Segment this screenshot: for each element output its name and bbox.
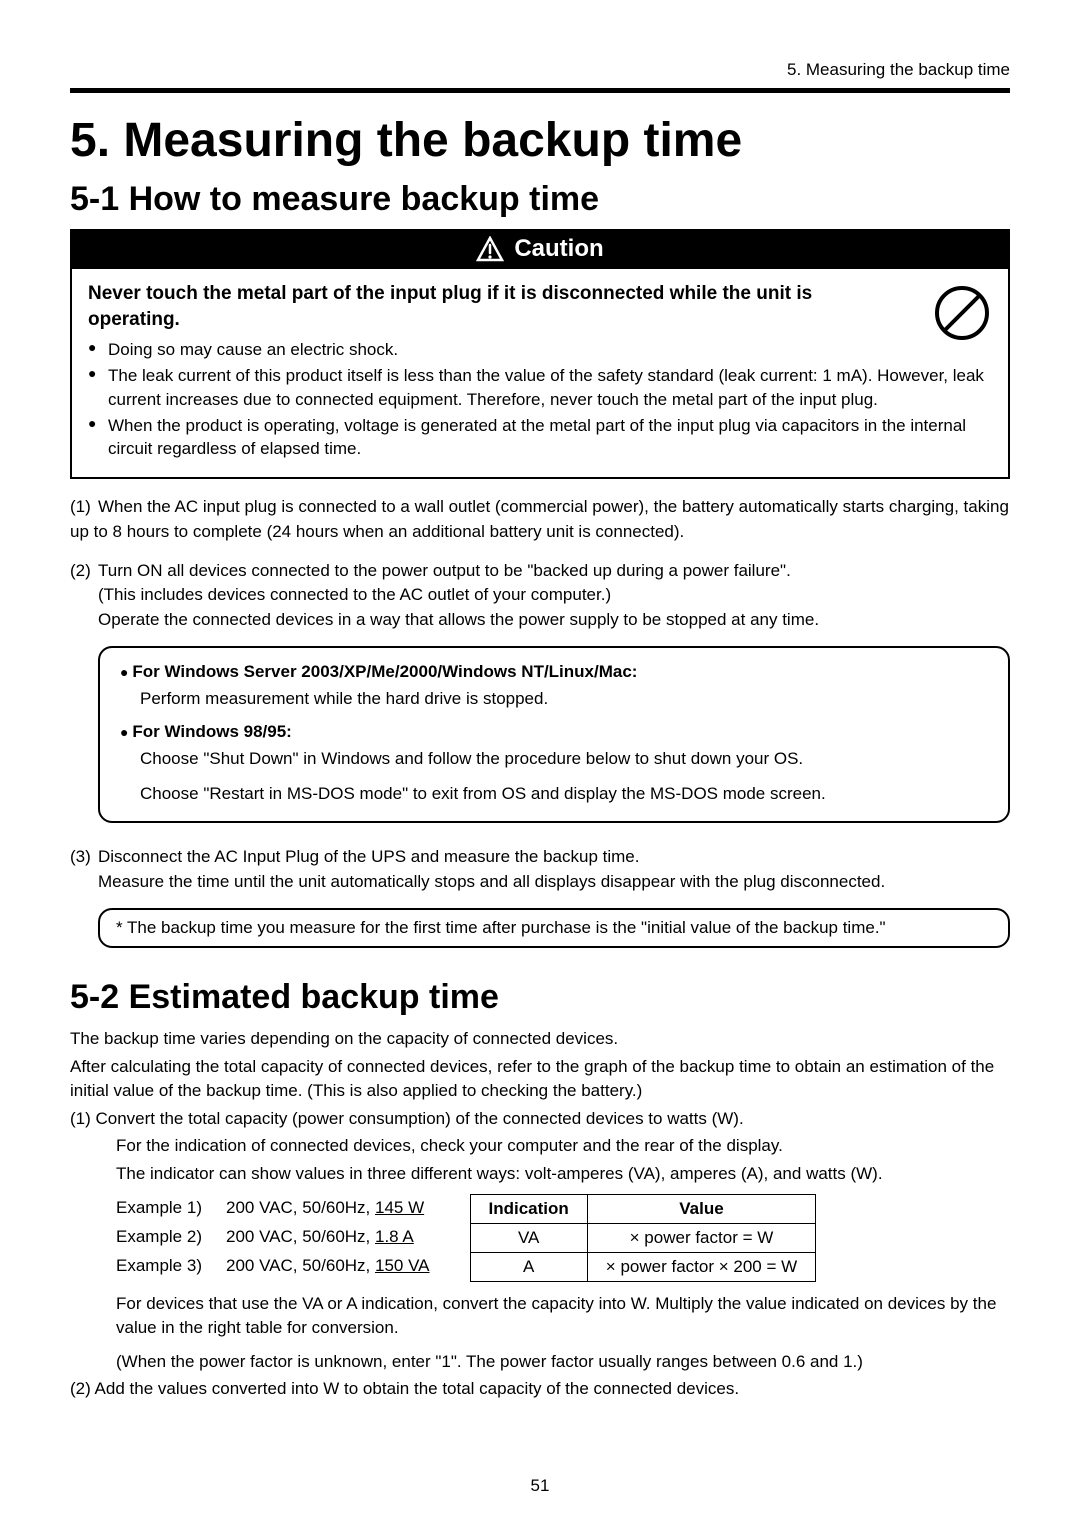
note-box: * The backup time you measure for the fi… bbox=[98, 908, 1010, 948]
table-head-value: Value bbox=[587, 1195, 815, 1224]
page-number: 51 bbox=[0, 1476, 1080, 1496]
example-label: Example 2) bbox=[116, 1223, 226, 1252]
caution-bar: Caution bbox=[70, 229, 1010, 269]
example-label: Example 1) bbox=[116, 1194, 226, 1223]
os-body-1: Perform measurement while the hard drive… bbox=[140, 686, 988, 712]
s52-step1-l2: For the indication of connected devices,… bbox=[70, 1134, 1010, 1158]
section-5-2-title: 5-2 Estimated backup time bbox=[70, 978, 1010, 1017]
step-2: (2)Turn ON all devices connected to the … bbox=[70, 559, 1010, 633]
os-head-1: For Windows Server 2003/XP/Me/2000/Windo… bbox=[120, 662, 988, 682]
step-1-text: When the AC input plug is connected to a… bbox=[70, 497, 1009, 541]
caution-label: Caution bbox=[514, 235, 603, 263]
example-value: 150 VA bbox=[375, 1256, 430, 1275]
example-prefix: 200 VAC, 50/60Hz, bbox=[226, 1227, 375, 1246]
os-instructions-box: For Windows Server 2003/XP/Me/2000/Windo… bbox=[98, 646, 1010, 823]
after-examples-2: (When the power factor is unknown, enter… bbox=[70, 1350, 1010, 1374]
example-value: 145 W bbox=[375, 1198, 424, 1217]
table-cell: A bbox=[470, 1253, 587, 1282]
os-body-2a: Choose "Shut Down" in Windows and follow… bbox=[140, 746, 988, 772]
s52-step1-l1: (1) Convert the total capacity (power co… bbox=[70, 1107, 1010, 1131]
caution-list: Doing so may cause an electric shock. Th… bbox=[88, 338, 992, 461]
caution-item: The leak current of this product itself … bbox=[88, 364, 992, 412]
example-value: 1.8 A bbox=[375, 1227, 414, 1246]
example-label: Example 3) bbox=[116, 1252, 226, 1281]
os-head-2: For Windows 98/95: bbox=[120, 722, 988, 742]
caution-box: Never touch the metal part of the input … bbox=[70, 269, 1010, 479]
example-1: Example 1)200 VAC, 50/60Hz, 145 W bbox=[116, 1194, 430, 1223]
indication-table: Indication Value VA × power factor = W A… bbox=[470, 1194, 817, 1282]
step-2-line3: Operate the connected devices in a way t… bbox=[70, 608, 1010, 633]
examples-row: Example 1)200 VAC, 50/60Hz, 145 W Exampl… bbox=[70, 1194, 1010, 1282]
step-3: (3)Disconnect the AC Input Plug of the U… bbox=[70, 845, 1010, 894]
caution-bold-text: Never touch the metal part of the input … bbox=[88, 281, 908, 332]
after-examples-1: For devices that use the VA or A indicat… bbox=[70, 1292, 1010, 1340]
s52-step1-l3: The indicator can show values in three d… bbox=[70, 1162, 1010, 1186]
step-1: (1)When the AC input plug is connected t… bbox=[70, 495, 1010, 544]
example-3: Example 3)200 VAC, 50/60Hz, 150 VA bbox=[116, 1252, 430, 1281]
example-2: Example 2)200 VAC, 50/60Hz, 1.8 A bbox=[116, 1223, 430, 1252]
step-2-line1: Turn ON all devices connected to the pow… bbox=[98, 561, 791, 580]
caution-item: When the product is operating, voltage i… bbox=[88, 414, 992, 462]
step-3-line1: Disconnect the AC Input Plug of the UPS … bbox=[98, 847, 639, 866]
examples-list: Example 1)200 VAC, 50/60Hz, 145 W Exampl… bbox=[116, 1194, 430, 1281]
warning-triangle-icon bbox=[476, 236, 504, 262]
section-5-1-title: 5-1 How to measure backup time bbox=[70, 180, 1010, 219]
table-head-indication: Indication bbox=[470, 1195, 587, 1224]
caution-item: Doing so may cause an electric shock. bbox=[88, 338, 992, 362]
header-rule bbox=[70, 88, 1010, 93]
intro-line-1: The backup time varies depending on the … bbox=[70, 1027, 1010, 1051]
running-head: 5. Measuring the backup time bbox=[70, 60, 1010, 80]
intro-line-2: After calculating the total capacity of … bbox=[70, 1055, 1010, 1103]
example-prefix: 200 VAC, 50/60Hz, bbox=[226, 1198, 375, 1217]
table-cell: × power factor = W bbox=[587, 1224, 815, 1253]
chapter-title: 5. Measuring the backup time bbox=[70, 113, 1010, 168]
table-cell: × power factor × 200 = W bbox=[587, 1253, 815, 1282]
s52-step2: (2) Add the values converted into W to o… bbox=[70, 1377, 1010, 1401]
os-body-2b: Choose "Restart in MS-DOS mode" to exit … bbox=[140, 781, 988, 807]
table-cell: VA bbox=[470, 1224, 587, 1253]
step-2-line2: (This includes devices connected to the … bbox=[70, 583, 1010, 608]
step-3-line2: Measure the time until the unit automati… bbox=[70, 870, 1010, 895]
example-prefix: 200 VAC, 50/60Hz, bbox=[226, 1256, 375, 1275]
